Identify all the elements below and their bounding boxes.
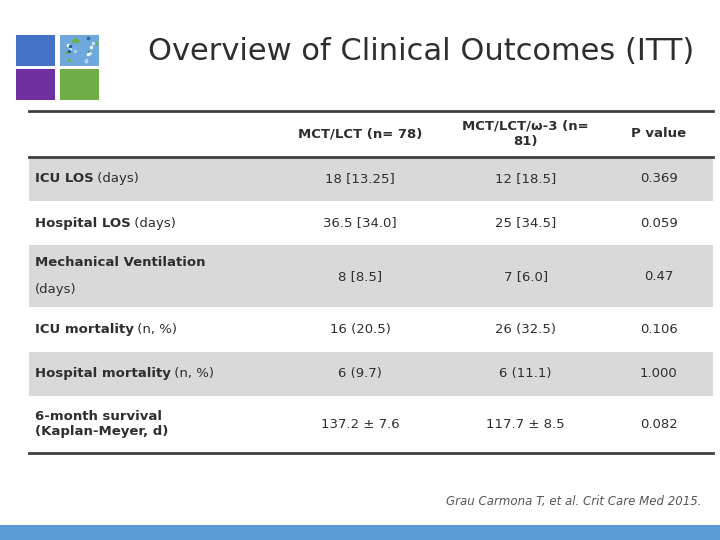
Text: Mechanical Ventilation: Mechanical Ventilation bbox=[35, 256, 205, 269]
Text: 6 (9.7): 6 (9.7) bbox=[338, 367, 382, 380]
FancyBboxPatch shape bbox=[29, 352, 713, 396]
Text: 18 [13.25]: 18 [13.25] bbox=[325, 172, 395, 185]
Text: 25 [34.5]: 25 [34.5] bbox=[495, 217, 557, 230]
Text: ICU LOS: ICU LOS bbox=[35, 172, 94, 185]
Text: 7 [6.0]: 7 [6.0] bbox=[503, 269, 548, 283]
Text: 0.47: 0.47 bbox=[644, 269, 673, 283]
Text: 0.082: 0.082 bbox=[640, 417, 678, 431]
Text: (days): (days) bbox=[130, 217, 176, 230]
Text: ICU mortality: ICU mortality bbox=[35, 323, 133, 336]
Text: 1.000: 1.000 bbox=[640, 367, 678, 380]
Text: (n, %): (n, %) bbox=[171, 367, 215, 380]
Text: P value: P value bbox=[631, 127, 686, 140]
FancyBboxPatch shape bbox=[60, 69, 99, 100]
Text: 6-month survival
(Kaplan-Meyer, d): 6-month survival (Kaplan-Meyer, d) bbox=[35, 410, 168, 438]
Text: 137.2 ± 7.6: 137.2 ± 7.6 bbox=[320, 417, 400, 431]
Text: (days): (days) bbox=[94, 172, 139, 185]
FancyBboxPatch shape bbox=[29, 245, 713, 307]
Text: 16 (20.5): 16 (20.5) bbox=[330, 323, 390, 336]
Text: Hospital mortality: Hospital mortality bbox=[35, 367, 171, 380]
Text: (n, %): (n, %) bbox=[133, 323, 177, 336]
Text: 36.5 [34.0]: 36.5 [34.0] bbox=[323, 217, 397, 230]
FancyBboxPatch shape bbox=[16, 69, 55, 100]
Text: MCT/LCT (n= 78): MCT/LCT (n= 78) bbox=[298, 127, 422, 140]
FancyBboxPatch shape bbox=[29, 157, 713, 201]
FancyBboxPatch shape bbox=[0, 525, 720, 540]
FancyBboxPatch shape bbox=[16, 35, 55, 66]
Text: 0.106: 0.106 bbox=[640, 323, 678, 336]
Text: 26 (32.5): 26 (32.5) bbox=[495, 323, 556, 336]
Text: (days): (days) bbox=[35, 284, 76, 296]
Text: 12 [18.5]: 12 [18.5] bbox=[495, 172, 557, 185]
Text: 0.369: 0.369 bbox=[640, 172, 678, 185]
Text: 0.059: 0.059 bbox=[640, 217, 678, 230]
Text: 117.7 ± 8.5: 117.7 ± 8.5 bbox=[486, 417, 565, 431]
Text: Grau Carmona T, et al. Crit Care Med 2015.: Grau Carmona T, et al. Crit Care Med 201… bbox=[446, 495, 702, 508]
FancyBboxPatch shape bbox=[60, 35, 99, 66]
Text: 6 (11.1): 6 (11.1) bbox=[500, 367, 552, 380]
Text: Hospital LOS: Hospital LOS bbox=[35, 217, 130, 230]
Text: Overview of Clinical Outcomes (ITT): Overview of Clinical Outcomes (ITT) bbox=[148, 37, 694, 66]
Text: MCT/LCT/ω-3 (n=
81): MCT/LCT/ω-3 (n= 81) bbox=[462, 120, 589, 147]
Text: 8 [8.5]: 8 [8.5] bbox=[338, 269, 382, 283]
